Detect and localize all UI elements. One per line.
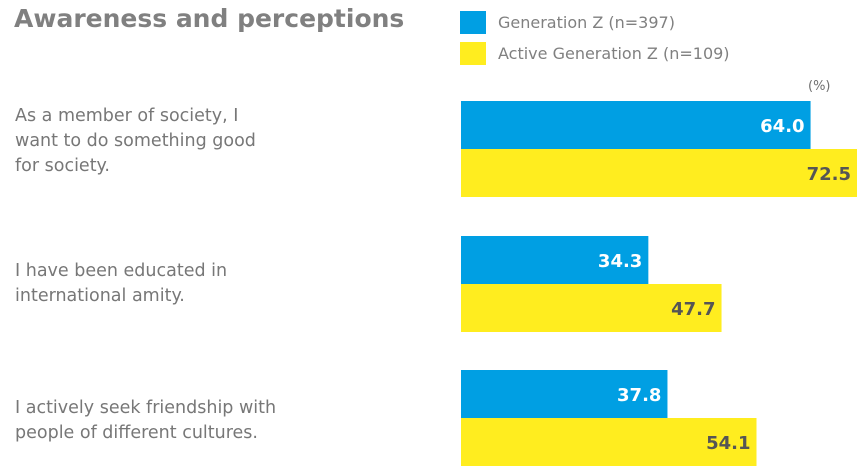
category-label-1: As a member of society, I want to do som… xyxy=(15,104,256,179)
bar-s2-c3 xyxy=(461,418,757,466)
legend-label-active-gen-z: Active Generation Z (n=109) xyxy=(498,44,730,63)
category-label-2-line-2: international amity. xyxy=(15,286,185,306)
category-label-3-line-1: I actively seek friendship with xyxy=(15,398,277,418)
category-label-1-line-1: As a member of society, I xyxy=(15,106,239,126)
legend-swatch-gen-z xyxy=(460,11,486,34)
chart-title: Awareness and perceptions xyxy=(14,4,405,33)
bar-s1-c3 xyxy=(461,370,668,418)
bar-s2-c1 xyxy=(461,149,857,197)
legend-label-gen-z: Generation Z (n=397) xyxy=(498,13,675,32)
bar-s1-c2 xyxy=(461,236,649,284)
data-label-s2-c1: 72.5 xyxy=(807,164,851,185)
data-label-s2-c2: 47.7 xyxy=(671,299,715,320)
data-label-s2-c3: 54.1 xyxy=(706,433,750,454)
category-label-1-line-3: for society. xyxy=(15,156,110,176)
category-label-3: I actively seek friendship with people o… xyxy=(15,396,276,446)
legend-swatch-active-gen-z xyxy=(460,42,486,65)
bar-s1-c1 xyxy=(461,101,811,149)
data-label-s1-c2: 34.3 xyxy=(598,251,642,272)
legend: Generation Z (n=397) Active Generation Z… xyxy=(460,7,730,69)
data-label-s1-c1: 64.0 xyxy=(760,116,804,137)
category-label-1-line-2: want to do something good xyxy=(15,131,256,151)
legend-item-active-gen-z: Active Generation Z (n=109) xyxy=(460,38,730,69)
category-label-2-line-1: I have been educated in xyxy=(15,261,228,281)
legend-item-gen-z: Generation Z (n=397) xyxy=(460,7,730,38)
unit-label: (%) xyxy=(808,79,831,94)
data-label-s1-c3: 37.8 xyxy=(617,385,661,406)
bar-s2-c2 xyxy=(461,284,722,332)
category-label-2: I have been educated in international am… xyxy=(15,259,227,309)
category-label-3-line-2: people of different cultures. xyxy=(15,423,258,443)
